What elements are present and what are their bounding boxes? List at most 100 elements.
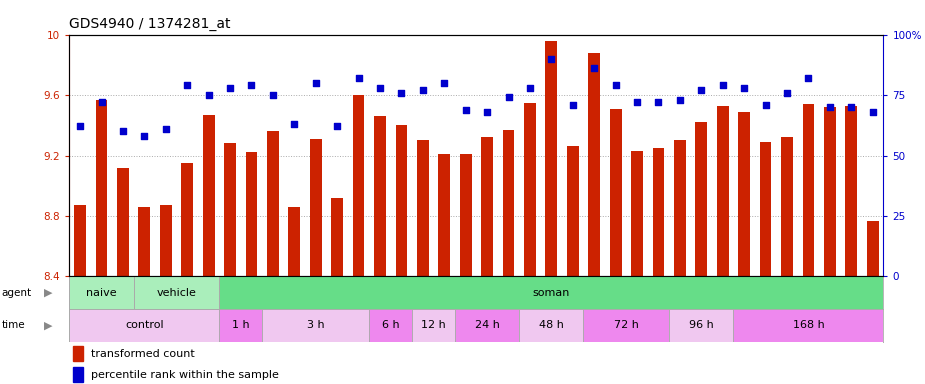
Text: vehicle: vehicle	[156, 288, 196, 298]
Point	[630, 99, 645, 105]
Point	[223, 85, 238, 91]
Bar	[567, 146, 579, 276]
Point	[244, 82, 259, 88]
Point	[715, 82, 730, 88]
Bar	[738, 112, 750, 276]
Bar	[781, 137, 793, 276]
Text: ▶: ▶	[44, 320, 53, 331]
Bar	[669, 309, 734, 342]
Text: 72 h: 72 h	[614, 320, 639, 331]
Text: agent: agent	[2, 288, 32, 298]
Bar	[331, 198, 343, 276]
Point	[158, 126, 173, 132]
Bar	[69, 309, 219, 342]
Point	[651, 99, 666, 105]
Text: soman: soman	[533, 288, 570, 298]
Text: control: control	[125, 320, 164, 331]
Bar	[117, 168, 129, 276]
Point	[116, 128, 130, 134]
Point	[73, 123, 88, 129]
Point	[329, 123, 344, 129]
Bar	[73, 367, 83, 382]
Point	[458, 106, 473, 113]
Text: 48 h: 48 h	[539, 320, 563, 331]
Bar	[262, 309, 369, 342]
Bar	[289, 207, 301, 276]
Bar	[460, 154, 472, 276]
Text: naive: naive	[86, 288, 117, 298]
Point	[801, 75, 816, 81]
Bar	[219, 276, 883, 309]
Text: time: time	[2, 320, 26, 331]
Bar	[717, 106, 729, 276]
Bar	[73, 346, 83, 361]
Bar	[674, 141, 685, 276]
Text: 168 h: 168 h	[793, 320, 824, 331]
Point	[437, 80, 451, 86]
Bar	[803, 104, 814, 276]
Point	[523, 85, 537, 91]
Bar	[203, 115, 215, 276]
Point	[480, 109, 495, 115]
Bar	[610, 109, 622, 276]
Point	[137, 133, 152, 139]
Bar	[413, 309, 455, 342]
Bar	[417, 141, 428, 276]
Point	[501, 94, 516, 101]
Bar	[374, 116, 386, 276]
Text: 3 h: 3 h	[307, 320, 325, 331]
Text: transformed count: transformed count	[92, 349, 195, 359]
Bar	[481, 137, 493, 276]
Point	[373, 85, 388, 91]
Bar	[396, 125, 407, 276]
Bar	[546, 41, 557, 276]
Point	[287, 121, 302, 127]
Point	[352, 75, 366, 81]
Bar	[74, 205, 86, 276]
Bar	[696, 122, 708, 276]
Point	[308, 80, 323, 86]
Point	[780, 89, 795, 96]
Point	[672, 97, 687, 103]
Point	[609, 82, 623, 88]
Point	[394, 89, 409, 96]
Bar	[224, 144, 236, 276]
Point	[179, 82, 194, 88]
Point	[736, 85, 751, 91]
Point	[415, 87, 430, 93]
Bar	[759, 142, 771, 276]
Bar	[867, 220, 879, 276]
Bar	[219, 309, 262, 342]
Bar	[631, 151, 643, 276]
Bar	[369, 309, 413, 342]
Bar	[95, 99, 107, 276]
Text: 12 h: 12 h	[421, 320, 446, 331]
Bar	[69, 276, 133, 309]
Point	[544, 56, 559, 62]
Point	[265, 92, 280, 98]
Point	[565, 102, 580, 108]
Bar	[245, 152, 257, 276]
Bar	[845, 106, 857, 276]
Text: GDS4940 / 1374281_at: GDS4940 / 1374281_at	[69, 17, 231, 31]
Point	[844, 104, 858, 110]
Bar	[160, 205, 172, 276]
Bar	[352, 95, 364, 276]
Point	[822, 104, 837, 110]
Point	[586, 65, 601, 71]
Point	[202, 92, 216, 98]
Bar	[519, 309, 584, 342]
Bar	[502, 130, 514, 276]
Bar	[139, 207, 150, 276]
Bar	[584, 309, 669, 342]
Point	[758, 102, 773, 108]
Text: 96 h: 96 h	[689, 320, 714, 331]
Text: ▶: ▶	[44, 288, 53, 298]
Text: 1 h: 1 h	[232, 320, 250, 331]
Bar	[524, 103, 536, 276]
Point	[694, 87, 709, 93]
Text: 6 h: 6 h	[382, 320, 400, 331]
Bar	[310, 139, 322, 276]
Text: 24 h: 24 h	[475, 320, 500, 331]
Bar	[734, 309, 883, 342]
